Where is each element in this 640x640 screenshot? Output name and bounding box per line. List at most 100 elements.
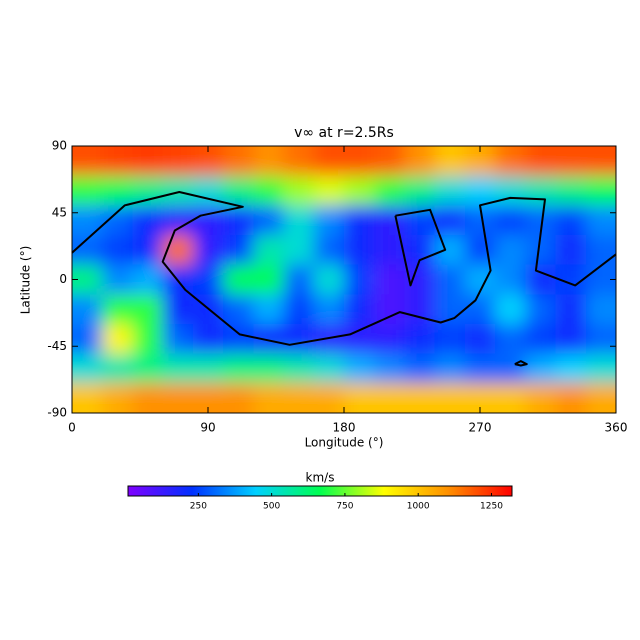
heat-cell (132, 324, 164, 355)
heat-cell (313, 205, 345, 236)
heat-cell (283, 383, 315, 413)
heat-cell (72, 175, 104, 207)
heat-cell (192, 264, 225, 296)
heat-cell (344, 353, 376, 385)
heat-cell (192, 324, 225, 355)
heat-cell (434, 264, 466, 296)
heat-cell (434, 175, 466, 207)
heat-cell (495, 146, 527, 177)
heat-cell (283, 205, 315, 236)
heat-cell (374, 353, 406, 385)
heat-cell (223, 294, 255, 325)
y-tick-label: 90 (52, 139, 67, 153)
colorbar-tick-label: 750 (336, 502, 353, 512)
heat-cell (72, 353, 104, 385)
y-tick-label: -45 (47, 339, 67, 353)
heat-cell (374, 264, 406, 296)
contour-line (394, 208, 447, 287)
heat-cell (253, 324, 285, 355)
contour-line (71, 191, 617, 346)
heat-cell (283, 353, 315, 385)
heat-cell (192, 205, 225, 236)
heat-cell (132, 235, 164, 266)
heat-cell (344, 294, 376, 325)
colorbar (127, 485, 513, 497)
heat-cell (132, 383, 164, 413)
colorbar-tick-label: 1000 (407, 502, 430, 512)
heat-cell (283, 175, 315, 207)
heat-cell (525, 146, 557, 177)
heat-cell (313, 353, 345, 385)
heat-cell (102, 146, 134, 177)
heat-cell (495, 175, 527, 207)
heat-cell (253, 264, 285, 296)
heat-cell (223, 146, 255, 177)
heat-cell (102, 294, 134, 325)
heat-cell (464, 324, 497, 355)
heat-cell (313, 235, 345, 266)
heat-cell (495, 353, 527, 385)
heat-cell (344, 146, 376, 177)
heat-cell (313, 146, 345, 177)
heat-cell (162, 175, 194, 207)
heat-cell (434, 383, 466, 413)
heat-cell (72, 324, 104, 355)
heat-cell (72, 383, 104, 413)
heat-cell (102, 353, 134, 385)
heat-cell (464, 235, 497, 266)
heat-cell (495, 383, 527, 413)
y-tick-label: -90 (47, 406, 67, 420)
heat-cell (283, 324, 315, 355)
x-tick-label: 0 (68, 421, 76, 435)
x-tick-label: 180 (333, 421, 356, 435)
heat-cell (102, 324, 134, 355)
heat-cell (313, 175, 345, 207)
heat-cell (555, 383, 587, 413)
y-axis-label: Latitude (°) (19, 246, 33, 315)
heat-cell (525, 175, 557, 207)
heat-cell (192, 235, 225, 266)
y-tick-label: 45 (52, 205, 67, 219)
heat-cell (253, 235, 285, 266)
heat-cell (344, 324, 376, 355)
field (72, 146, 616, 413)
heat-cell (72, 205, 104, 236)
heat-cell (495, 264, 527, 296)
x-tick-label: 360 (605, 421, 628, 435)
heat-cell (132, 264, 164, 296)
heat-cell (223, 383, 255, 413)
heat-cell (585, 205, 616, 236)
heat-cell (72, 146, 104, 177)
heat-cell (223, 175, 255, 207)
heat-cell (313, 264, 345, 296)
heat-cell (344, 175, 376, 207)
heat-cell (313, 383, 345, 413)
heat-cell (585, 324, 616, 355)
heat-cell (555, 205, 587, 236)
heat-cell (374, 205, 406, 236)
heat-cell (102, 383, 134, 413)
heat-cell (495, 324, 527, 355)
heat-cell (313, 294, 345, 325)
heat-cell (253, 294, 285, 325)
contour-line (514, 360, 528, 367)
heat-cell (253, 175, 285, 207)
heat-cell (525, 383, 557, 413)
heat-cell (374, 294, 406, 325)
heat-cell (525, 353, 557, 385)
heat-cell (464, 294, 497, 325)
colorbar-tick-label: 250 (190, 502, 207, 512)
heat-cell (374, 146, 406, 177)
heat-cell (404, 146, 436, 177)
heat-cell (132, 353, 164, 385)
heat-cell (162, 383, 194, 413)
heat-cell (132, 146, 164, 177)
heat-cell (102, 175, 134, 207)
heat-cell (253, 205, 285, 236)
heat-cell (283, 264, 315, 296)
heat-cell (102, 264, 134, 296)
heat-cell (525, 324, 557, 355)
heat-cell (404, 324, 436, 355)
heat-cell (434, 353, 466, 385)
